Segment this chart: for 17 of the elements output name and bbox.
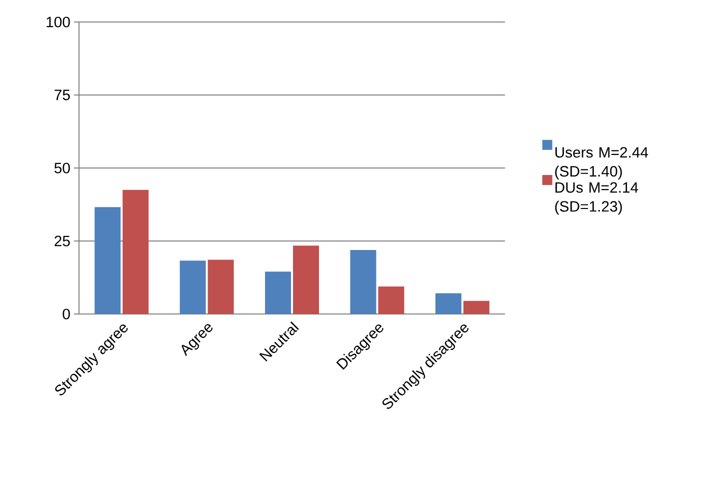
y-tick-label: 75 [54, 90, 70, 100]
bar [208, 260, 234, 314]
bar [435, 293, 462, 314]
bar [378, 286, 404, 314]
y-tick-label: 100 [46, 16, 70, 28]
bar [122, 190, 149, 314]
bar [463, 300, 490, 314]
bar [94, 207, 121, 314]
bar [350, 250, 376, 314]
legend-label: Users M=2.44 (SD=1.40) [555, 147, 648, 180]
y-tick-label: 50 [54, 162, 70, 174]
bar [180, 260, 206, 314]
bar [265, 272, 292, 314]
bar [293, 246, 319, 314]
legend-label: DUs M=2.14 (SD=1.23) [555, 182, 638, 215]
y-tick-label: 25 [54, 236, 70, 246]
y-tick-label: 0 [62, 308, 70, 320]
